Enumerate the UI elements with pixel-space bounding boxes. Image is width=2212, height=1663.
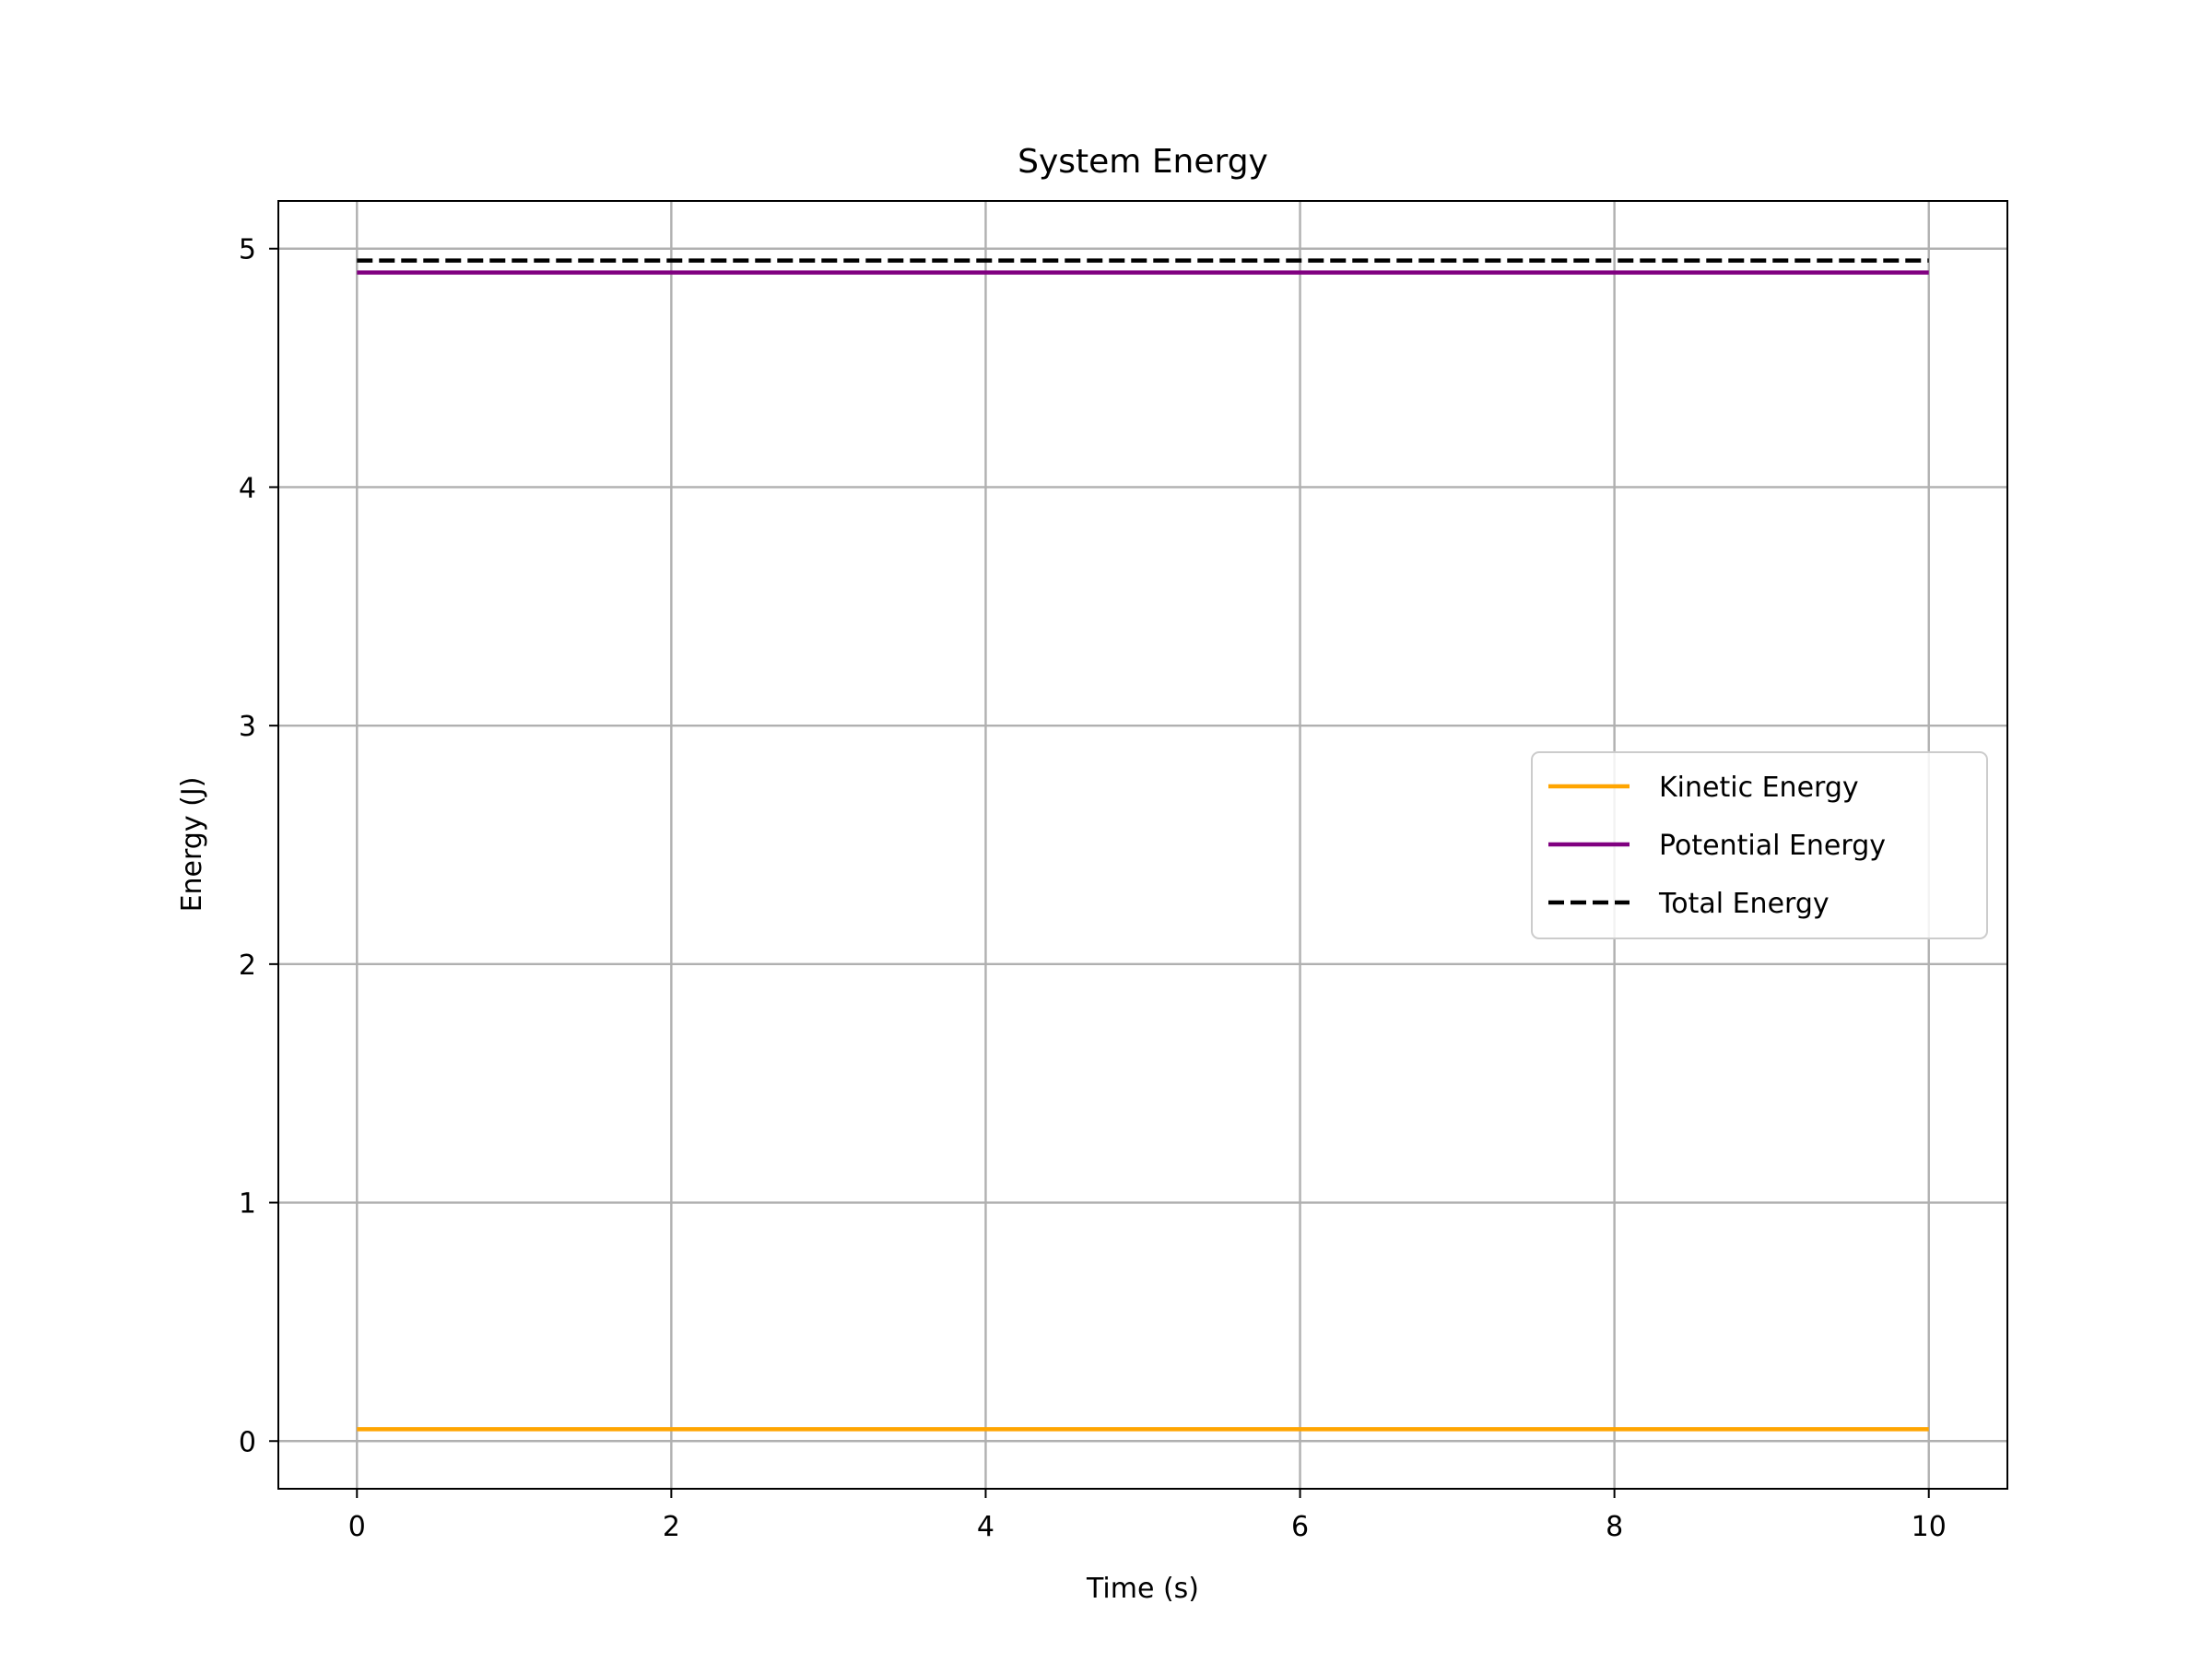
legend-box xyxy=(1531,751,1988,939)
legend: Kinetic Energy Potential Energy Total Ener… xyxy=(1531,751,1988,939)
legend-label: Potential Energy xyxy=(1659,830,1886,862)
y-tick-label: 3 xyxy=(239,711,256,743)
plot-frame xyxy=(277,200,2008,1490)
y-tick-label: 1 xyxy=(239,1188,256,1221)
chart-title: System Energy xyxy=(1018,143,1268,181)
legend-items: Kinetic Energy Potential Energy Total Ener… xyxy=(1548,772,1886,920)
x-tick-label: 4 xyxy=(977,1511,994,1543)
x-axis-ticks: 0 2 4 6 8 10 xyxy=(348,1489,1947,1543)
y-axis-ticks: 0 1 2 3 4 5 xyxy=(239,234,278,1458)
x-tick-label: 8 xyxy=(1606,1511,1623,1543)
y-tick-label: 2 xyxy=(239,949,256,982)
x-tick-label: 0 xyxy=(348,1511,366,1543)
series-lines xyxy=(357,258,1929,1432)
x-tick-label: 10 xyxy=(1912,1511,1947,1543)
y-tick-label: 4 xyxy=(239,472,256,504)
x-tick-label: 6 xyxy=(1291,1511,1309,1543)
y-tick-label: 0 xyxy=(239,1426,256,1458)
x-axis-label: Time (s) xyxy=(1086,1573,1199,1605)
y-tick-label: 5 xyxy=(239,234,256,266)
y-axis-label: Energy (J) xyxy=(176,777,208,913)
legend-label: Total Energy xyxy=(1658,888,1830,920)
legend-label: Kinetic Energy xyxy=(1659,772,1859,804)
grid xyxy=(278,201,2007,1489)
x-tick-label: 2 xyxy=(663,1511,680,1543)
